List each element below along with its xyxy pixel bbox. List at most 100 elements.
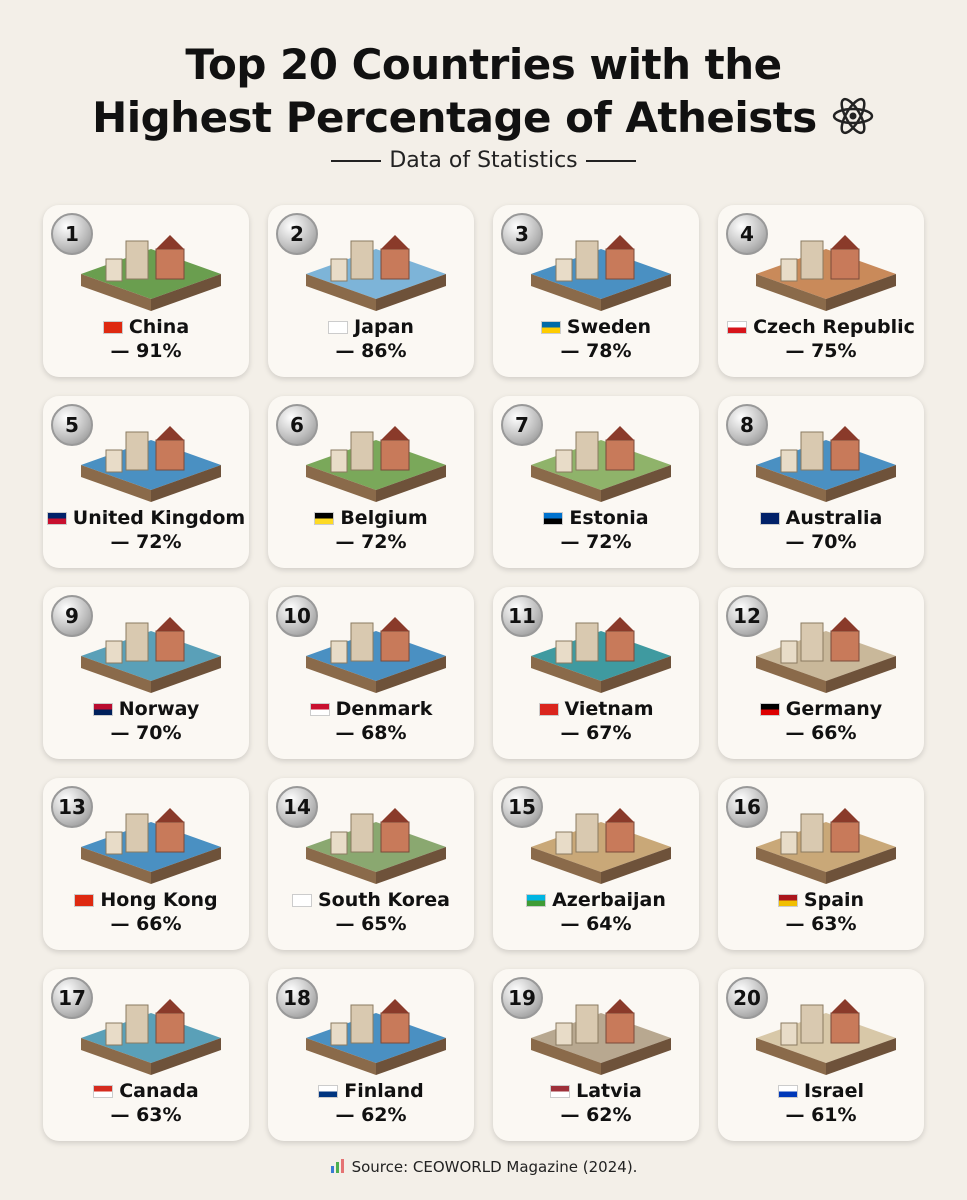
rank-badge: 3 <box>501 213 543 255</box>
country-name: Belgium <box>340 507 428 529</box>
rank-badge: 4 <box>726 213 768 255</box>
country-name: United Kingdom <box>72 507 246 529</box>
illustration <box>306 999 446 1075</box>
country-label: Estonia — 72% <box>493 506 699 554</box>
subtitle: Data of Statistics <box>0 148 967 173</box>
percentage: — 78% <box>560 340 632 362</box>
flag <box>550 1085 571 1098</box>
percentage: — 72% <box>560 531 632 553</box>
flag <box>93 1085 114 1098</box>
card: 4 Czech Republic — 75% <box>718 205 924 377</box>
flag <box>778 1085 799 1098</box>
country-label: Norway — 70% <box>43 697 249 745</box>
percentage: — 72% <box>110 531 182 553</box>
country-label: Sweden — 78% <box>493 315 699 363</box>
country-name: Sweden <box>566 316 652 338</box>
card: 6 Belgium — 72% <box>268 396 474 568</box>
illustration <box>81 235 221 311</box>
percentage: — 70% <box>110 722 182 744</box>
country-name: South Korea <box>317 889 450 911</box>
card: 2 Japan — 86% <box>268 205 474 377</box>
card: 1 China — 91% <box>43 205 249 377</box>
flag <box>309 703 330 716</box>
rank-badge: 1 <box>51 213 93 255</box>
flag <box>328 321 349 334</box>
rank-badge: 17 <box>51 977 93 1019</box>
percentage: — 86% <box>335 340 407 362</box>
flag <box>538 703 559 716</box>
rank-badge: 13 <box>51 786 93 828</box>
rank-badge: 16 <box>726 786 768 828</box>
illustration <box>531 617 671 693</box>
flag <box>92 703 113 716</box>
percentage: — 72% <box>335 531 407 553</box>
country-label: Czech Republic — 75% <box>718 315 924 363</box>
illustration <box>756 426 896 502</box>
illustration <box>306 808 446 884</box>
country-label: United Kingdom — 72% <box>43 506 249 554</box>
rank-badge: 2 <box>276 213 318 255</box>
country-name: Azerbaijan <box>552 889 666 911</box>
card: 19 Latvia — 62% <box>493 969 699 1141</box>
country-name: Denmark <box>335 698 433 720</box>
country-name: Canada <box>119 1080 199 1102</box>
country-label: Belgium — 72% <box>268 506 474 554</box>
percentage: — 64% <box>560 913 632 935</box>
percentage: — 66% <box>110 913 182 935</box>
country-label: Hong Kong — 66% <box>43 888 249 936</box>
source: Source: CEOWORLD Magazine (2024). <box>0 1158 967 1176</box>
country-name: Spain <box>803 889 865 911</box>
illustration <box>756 808 896 884</box>
illustration <box>306 617 446 693</box>
country-name: China <box>128 316 190 338</box>
country-name: Vietnam <box>564 698 654 720</box>
rank-badge: 9 <box>51 595 93 637</box>
rank-badge: 7 <box>501 404 543 446</box>
percentage: — 65% <box>335 913 407 935</box>
country-name: Japan <box>354 316 414 338</box>
rank-badge: 11 <box>501 595 543 637</box>
illustration <box>81 426 221 502</box>
flag <box>46 512 67 525</box>
illustration <box>756 617 896 693</box>
percentage: — 91% <box>110 340 182 362</box>
illustration <box>306 426 446 502</box>
country-label: Vietnam — 67% <box>493 697 699 745</box>
rank-badge: 5 <box>51 404 93 446</box>
country-label: South Korea — 65% <box>268 888 474 936</box>
percentage: — 63% <box>110 1104 182 1126</box>
percentage: — 67% <box>560 722 632 744</box>
illustration <box>81 808 221 884</box>
flag <box>540 321 561 334</box>
card: 20 Israel — 61% <box>718 969 924 1141</box>
rank-badge: 15 <box>501 786 543 828</box>
percentage: — 62% <box>335 1104 407 1126</box>
flag <box>526 894 547 907</box>
country-name: Norway <box>118 698 200 720</box>
rank-badge: 6 <box>276 404 318 446</box>
country-name: Czech Republic <box>753 316 915 338</box>
chart-icon <box>330 1159 344 1173</box>
country-name: Australia <box>785 507 883 529</box>
country-label: Spain — 63% <box>718 888 924 936</box>
illustration <box>531 426 671 502</box>
country-name: Estonia <box>569 507 649 529</box>
card: 16 Spain — 63% <box>718 778 924 950</box>
illustration <box>531 808 671 884</box>
card: 14 South Korea — 65% <box>268 778 474 950</box>
rank-badge: 20 <box>726 977 768 1019</box>
rank-badge: 18 <box>276 977 318 1019</box>
illustration <box>756 999 896 1075</box>
subtitle-text: Data of Statistics <box>389 148 578 173</box>
flag <box>759 512 780 525</box>
card: 18 Finland — 62% <box>268 969 474 1141</box>
card: 11 Vietnam — 67% <box>493 587 699 759</box>
flag <box>318 1085 339 1098</box>
card: 9 Norway — 70% <box>43 587 249 759</box>
percentage: — 70% <box>785 531 857 553</box>
card: 7 Estonia — 72% <box>493 396 699 568</box>
percentage: — 61% <box>785 1104 857 1126</box>
title: Highest Percentage of Atheists <box>0 93 967 142</box>
flag <box>543 512 564 525</box>
